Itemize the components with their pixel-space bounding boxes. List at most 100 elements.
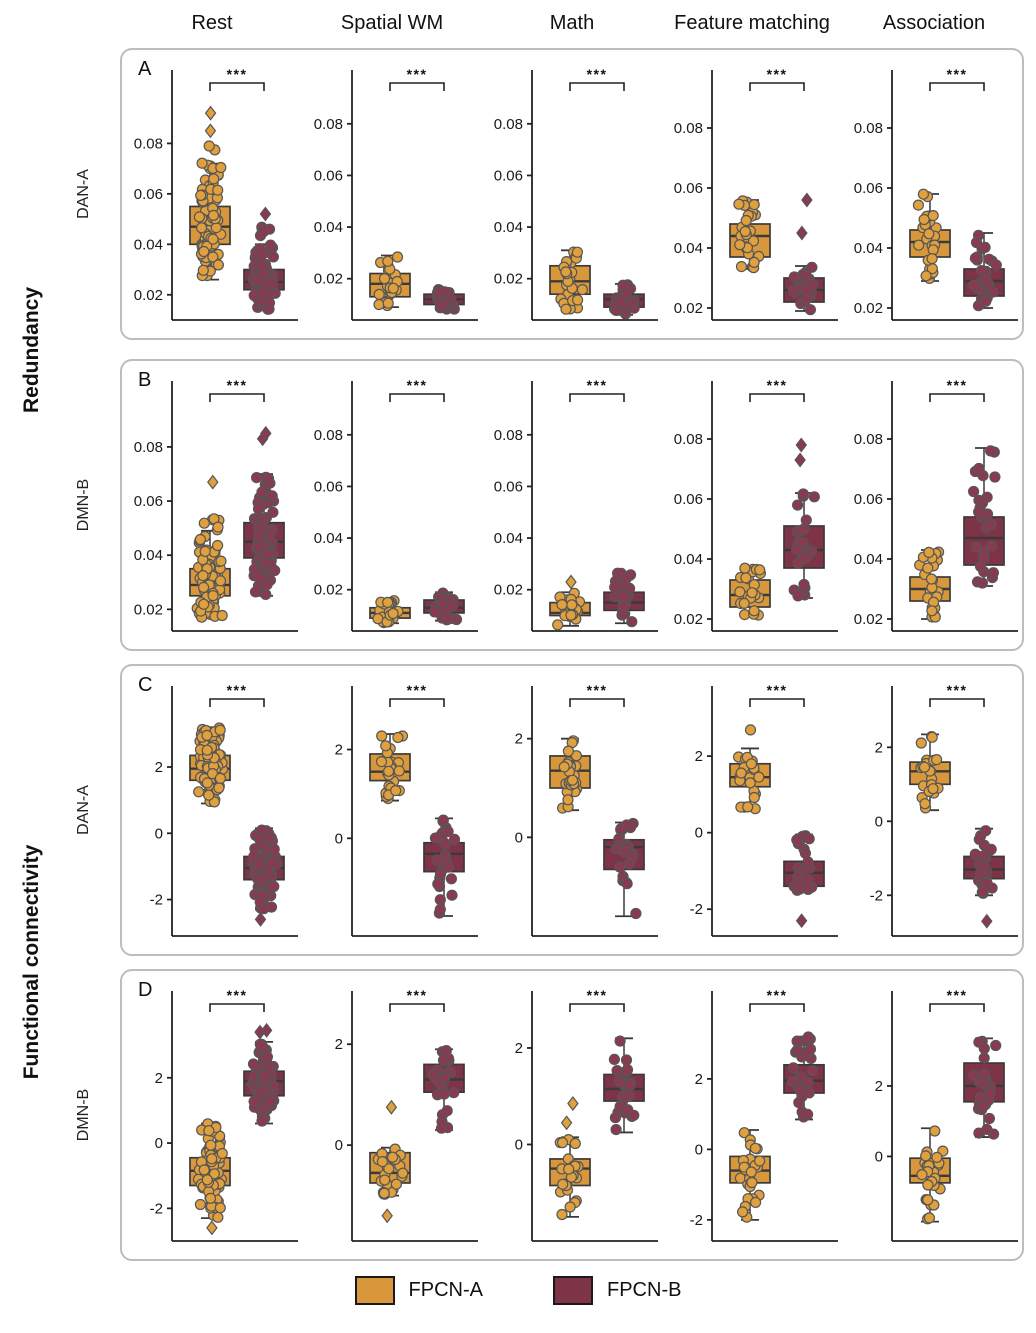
y-axis-ticks: 0.02 0.04 0.06 0.08: [674, 431, 712, 628]
points-fpcn_b: [429, 814, 461, 919]
points-fpcn_a: [193, 105, 227, 282]
svg-text:0: 0: [155, 825, 163, 842]
boxplot-c-association: -2 0 2 ***: [870, 682, 1018, 937]
sig-bracket: [389, 82, 445, 91]
svg-text:0: 0: [515, 1136, 523, 1153]
boxplot-b-association: 0.02 0.04 0.06 0.08 ***: [854, 377, 1018, 632]
group-fpcn_b: [783, 192, 825, 316]
group-fpcn_a: [729, 1127, 771, 1223]
panel-letter-a: A: [138, 58, 152, 80]
outlier-point: [260, 1022, 273, 1038]
outlier-point: [260, 425, 272, 441]
svg-text:-2: -2: [150, 892, 163, 909]
group-fpcn_a: [369, 1099, 411, 1224]
points-fpcn_b: [609, 567, 638, 628]
boxplot-d-association: 02***: [875, 987, 1018, 1242]
svg-text:0: 0: [695, 825, 703, 842]
y-axis-ticks: 0.02 0.04 0.06 0.08: [134, 439, 172, 618]
boxplot-c-rest: -2 0 2 ***: [150, 682, 298, 937]
network-label-panel-a: DAN-A: [75, 169, 92, 219]
y-axis-ticks: 0.02 0.04 0.06 0.08: [314, 427, 352, 599]
legend-swatch-fpcn-b: [553, 1276, 593, 1305]
svg-text:2: 2: [875, 739, 883, 756]
group-fpcn_b: [243, 206, 285, 315]
sig-stars: ***: [587, 987, 608, 1003]
group-fpcn_a: [909, 1125, 951, 1225]
svg-text:2: 2: [695, 1071, 703, 1088]
sig-bracket: [569, 393, 625, 402]
group-fpcn_a: [909, 546, 951, 623]
group-fpcn_b: [963, 825, 1005, 929]
group-fpcn_a: [549, 1096, 591, 1221]
group-fpcn_a: [729, 562, 771, 621]
group-fpcn_b: [423, 284, 465, 315]
panel-b-plots: 0.02 0.04 0.06 0.08 *** 0.02 0.04 0.06 0.08 *** 0.…: [124, 365, 1024, 649]
svg-text:2: 2: [335, 1036, 343, 1053]
svg-text:0.04: 0.04: [494, 219, 523, 236]
group-fpcn_b: [243, 824, 285, 927]
boxplot-b-rest: 0.02 0.04 0.06 0.08 ***: [134, 377, 298, 632]
svg-text:0.08: 0.08: [494, 116, 523, 133]
boxplot-d-math: 02***: [515, 987, 658, 1242]
sig-bracket: [929, 698, 985, 707]
y-axis-ticks: -2 0 2: [690, 748, 712, 918]
group-fpcn_a: [189, 722, 231, 808]
points-fpcn_b: [609, 279, 640, 320]
svg-text:0.06: 0.06: [854, 491, 883, 508]
boxplot-c-math: 02***: [515, 682, 658, 937]
outlier-point: [796, 225, 808, 241]
svg-text:0.02: 0.02: [314, 271, 343, 288]
outlier-point: [795, 913, 808, 929]
boxplot-c-spatial-wm: 02***: [335, 682, 478, 937]
points-fpcn_a: [556, 735, 583, 814]
boxplot-a-rest: 0.02 0.04 0.06 0.08 ***: [134, 66, 298, 321]
group-fpcn_b: [603, 817, 645, 920]
svg-text:0.08: 0.08: [314, 427, 343, 444]
svg-text:0.02: 0.02: [314, 582, 343, 599]
group-fpcn_b: [783, 437, 825, 602]
group-fpcn_a: [369, 251, 411, 312]
sig-stars: ***: [227, 682, 248, 698]
sig-stars: ***: [767, 66, 788, 82]
svg-text:0.08: 0.08: [134, 135, 163, 152]
panel-letter-b: B: [138, 369, 152, 391]
network-label-panel-b: DMN-B: [75, 478, 92, 532]
points-fpcn_a: [734, 562, 767, 621]
svg-text:0.08: 0.08: [494, 427, 523, 444]
sig-bracket: [569, 82, 625, 91]
outlier-point: [565, 574, 577, 590]
y-axis-ticks: 0.02 0.04 0.06 0.08: [134, 135, 172, 304]
rowgroup-label-redundancy: Redundancy: [20, 286, 43, 414]
svg-text:0.08: 0.08: [674, 120, 703, 137]
sig-bracket: [929, 1003, 985, 1012]
group-fpcn_b: [783, 1031, 825, 1123]
network-label-panel-c: DAN-A: [75, 785, 92, 835]
svg-text:2: 2: [695, 748, 703, 765]
points-fpcn_b: [431, 284, 460, 315]
group-fpcn_b: [603, 567, 645, 628]
svg-text:-2: -2: [870, 887, 883, 904]
group-fpcn_b: [603, 1035, 645, 1136]
column-header-math: Math: [549, 12, 595, 34]
points-fpcn_b: [427, 1044, 460, 1134]
column-header-association: Association: [882, 12, 986, 34]
group-fpcn_b: [963, 445, 1005, 589]
svg-text:0.02: 0.02: [134, 287, 163, 304]
group-fpcn_a: [369, 595, 411, 629]
sig-stars: ***: [947, 377, 968, 393]
boxplot-d-feature-matching: -2 0 2 ***: [690, 987, 838, 1242]
y-axis-ticks: 0.02 0.04 0.06 0.08: [854, 431, 892, 628]
svg-text:0: 0: [335, 1137, 343, 1154]
y-axis-ticks: 02: [335, 742, 352, 847]
points-fpcn_b: [968, 445, 1001, 589]
group-fpcn_a: [549, 735, 591, 814]
rowgroup-label-functional-connectivity: Functional connectivity: [20, 844, 43, 1080]
group-fpcn_b: [243, 425, 285, 600]
sig-stars: ***: [407, 987, 428, 1003]
outlier-point: [567, 1096, 579, 1111]
points-fpcn_b: [610, 817, 642, 920]
points-fpcn_a: [192, 1118, 228, 1236]
boxplot-d-rest: -2 0 2 ***: [150, 987, 298, 1242]
svg-text:0.06: 0.06: [314, 478, 343, 495]
svg-text:0.04: 0.04: [854, 240, 883, 257]
